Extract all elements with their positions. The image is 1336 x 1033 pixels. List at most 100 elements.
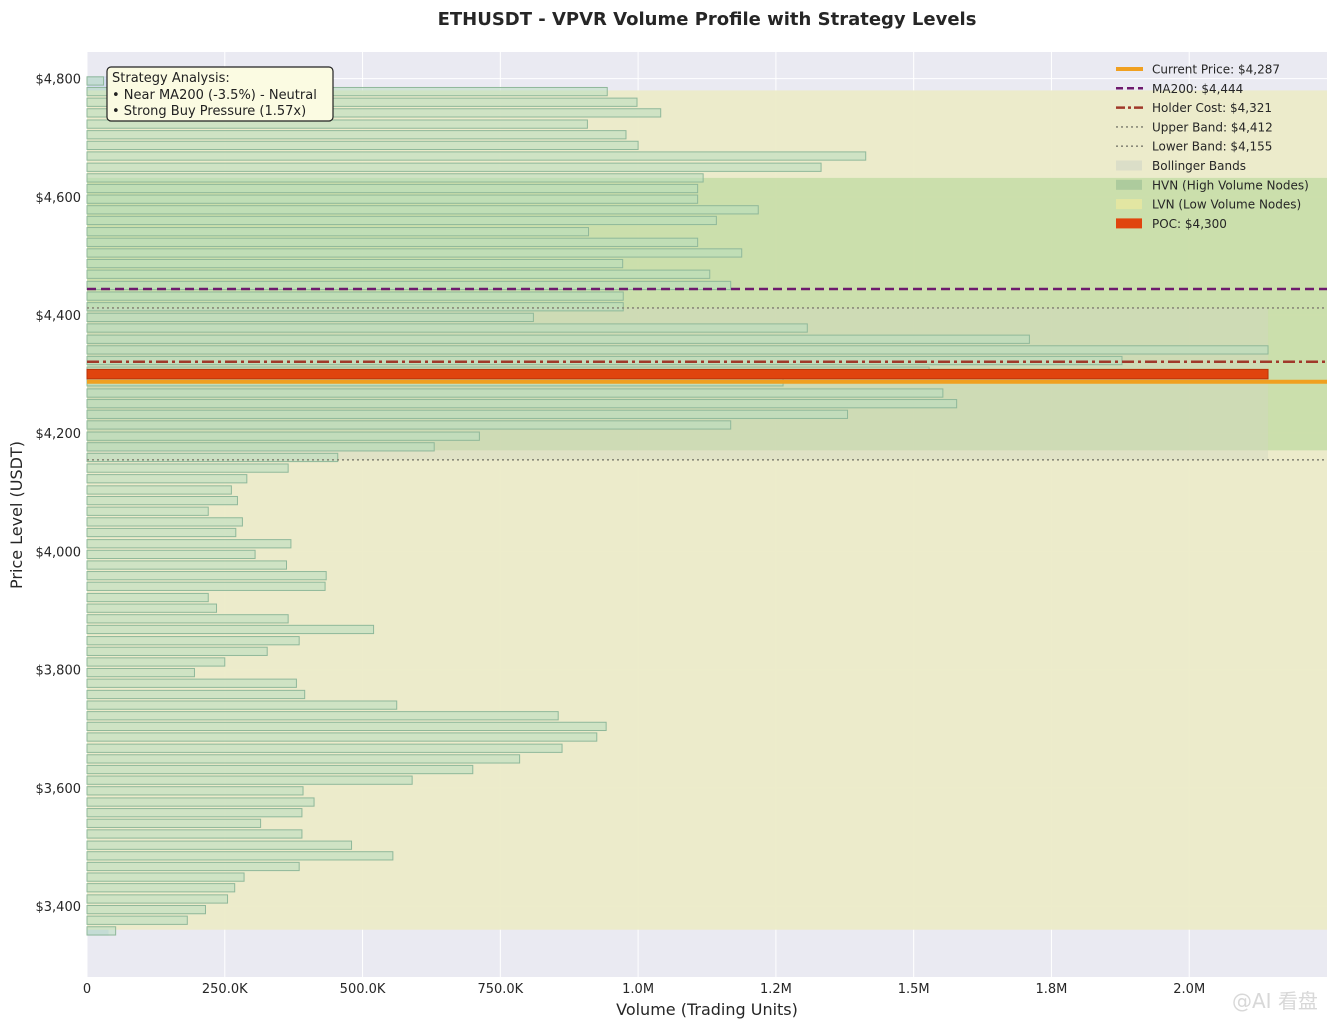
strategy-levels	[86, 287, 1327, 461]
volume-bar	[86, 173, 704, 183]
legend-label: Bollinger Bands	[1152, 159, 1246, 173]
volume-bar	[86, 646, 268, 656]
volume-bar	[86, 592, 209, 603]
volume-bar	[86, 527, 237, 538]
y-tick-label: $4,800	[36, 73, 82, 88]
x-tick-label: 0	[83, 982, 91, 997]
volume-bar	[86, 463, 289, 473]
y-tick-label: $4,000	[36, 545, 82, 560]
x-axis-ticks: 0 250.0K 500.0K 750.0K 1.0M 1.2M 1.5M 1.8M 2.0M	[83, 982, 1205, 997]
volume-bar	[86, 312, 534, 323]
volume-bar	[86, 227, 590, 237]
volume-bar	[86, 689, 306, 700]
strategy-annotation: Strategy Analysis: • Near MA200 (-3.5%) …	[106, 66, 334, 122]
legend-item-lvn: LVN (Low Volume Nodes)	[1116, 198, 1301, 212]
legend-item-current: Current Price: $4,287	[1116, 63, 1280, 77]
volume-bar	[86, 409, 849, 419]
y-axis-ticks: $3,400 $3,600 $3,800 $4,000 $4,200 $4,400 $4,6…	[36, 73, 82, 915]
volume-bar	[86, 485, 232, 495]
x-tick-label: 500.0K	[340, 982, 386, 997]
volume-bar	[86, 258, 624, 269]
volume-bar	[86, 119, 588, 129]
volume-bar	[86, 808, 303, 818]
volume-bar	[86, 269, 711, 279]
volume-bar	[86, 388, 944, 398]
volume-bar	[86, 872, 245, 882]
volume-bar	[86, 775, 413, 785]
volume-bar	[86, 786, 304, 796]
volume-bar	[86, 636, 300, 646]
watermark: @AI 看盘	[1232, 989, 1318, 1013]
volume-bar	[86, 571, 327, 581]
legend-label: Upper Band: $4,412	[1152, 120, 1273, 134]
annotation-line-2: • Near MA200 (-3.5%) - Neutral	[112, 88, 317, 103]
volume-bar	[86, 539, 292, 549]
x-tick-label: 750.0K	[477, 982, 523, 997]
x-tick-label: 1.2M	[760, 982, 792, 997]
volume-bar	[86, 700, 398, 710]
legend-swatch	[1116, 199, 1142, 210]
x-tick-label: 1.8M	[1035, 982, 1067, 997]
y-tick-label: $4,400	[36, 309, 82, 324]
y-tick-label: $3,800	[36, 664, 82, 679]
volume-bar	[86, 743, 563, 753]
volume-bar	[86, 215, 717, 226]
volume-bar	[86, 452, 339, 463]
volume-bar	[86, 517, 243, 527]
volume-bar	[86, 926, 117, 936]
volume-bar	[86, 248, 743, 258]
legend-label: MA200: $4,444	[1152, 82, 1243, 96]
annotation-box	[106, 66, 334, 122]
volume-bar	[86, 76, 105, 86]
legend-label: Lower Band: $4,155	[1152, 140, 1272, 154]
volume-bar	[86, 495, 238, 506]
legend-label: POC: $4,300	[1152, 217, 1227, 231]
x-tick-label: 1.5M	[898, 982, 930, 997]
volume-bar	[86, 797, 315, 807]
y-axis-label: Price Level (USDT)	[7, 441, 26, 589]
volume-bar	[86, 140, 639, 151]
volume-bar	[86, 915, 188, 925]
volume-bar	[86, 205, 759, 215]
volume-bar	[86, 721, 607, 732]
chart-title: ETHUSDT - VPVR Volume Profile with Strat…	[438, 9, 977, 30]
volume-bar	[86, 183, 699, 194]
volume-bar	[86, 323, 808, 333]
x-axis-label: Volume (Trading Units)	[616, 1000, 798, 1019]
volume-bar	[86, 764, 474, 775]
volume-bar	[86, 861, 300, 872]
legend-item-poc: POC: $4,300	[1116, 217, 1227, 231]
volume-bar	[86, 754, 521, 764]
legend-label: Current Price: $4,287	[1152, 63, 1280, 77]
volume-bar	[86, 291, 624, 301]
volume-bar	[86, 474, 248, 484]
volume-bar	[86, 194, 699, 204]
legend-swatch	[1116, 179, 1142, 190]
volume-bar	[86, 883, 236, 893]
legend-swatch	[1116, 218, 1142, 229]
x-tick-label: 1.0M	[622, 982, 654, 997]
volume-bar	[86, 667, 195, 678]
legend-item-holder: Holder Cost: $4,321	[1116, 101, 1272, 115]
volume-bar	[86, 302, 624, 312]
volume-bar	[86, 818, 262, 828]
volume-bar	[86, 904, 206, 915]
legend-label: HVN (High Volume Nodes)	[1152, 178, 1309, 192]
y-tick-label: $3,600	[36, 782, 82, 797]
legend-swatch	[1116, 160, 1142, 171]
volume-bar	[86, 442, 435, 452]
legend-item-hvn: HVN (High Volume Nodes)	[1116, 178, 1309, 192]
annotation-line-3: • Strong Buy Pressure (1.57x)	[112, 104, 306, 119]
volume-bar	[86, 399, 958, 409]
volume-bar	[86, 840, 353, 850]
y-tick-label: $4,200	[36, 427, 82, 442]
legend-item-lower: Lower Band: $4,155	[1116, 140, 1272, 154]
x-tick-label: 2.0M	[1173, 982, 1205, 997]
legend-item-upper: Upper Band: $4,412	[1116, 120, 1273, 134]
volume-bar	[86, 334, 1030, 344]
volume-bar	[86, 151, 867, 161]
volume-bar	[86, 86, 608, 97]
legend-item-ma200: MA200: $4,444	[1116, 82, 1243, 96]
volume-bar	[86, 506, 209, 516]
